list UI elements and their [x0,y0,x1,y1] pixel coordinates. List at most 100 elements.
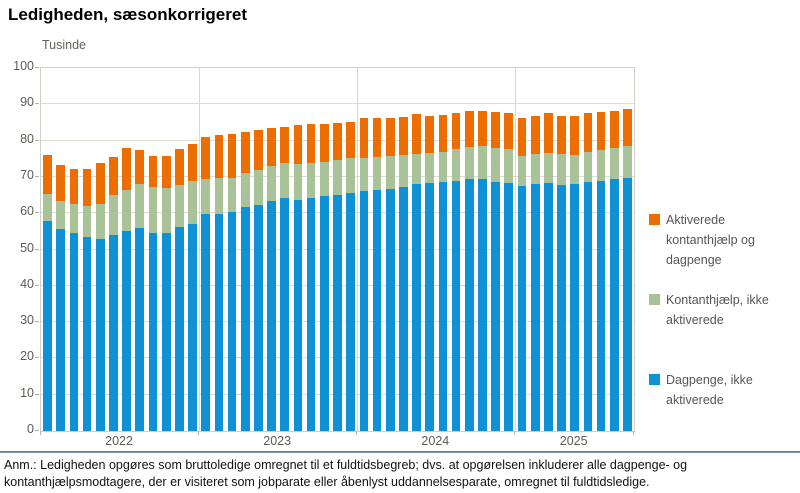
bar-21-seg-2 [319,123,329,162]
bar-36-seg-1 [517,155,527,186]
bar-20-seg-1 [306,162,316,198]
bar-26-seg-2 [385,117,395,156]
bar-31-seg-2 [451,112,461,150]
bar-32-seg-1 [464,146,474,179]
y-tick-10 [35,393,39,395]
x-tick-3 [514,431,516,435]
y-tick-0 [35,430,39,431]
chart-legend: Aktiverede kontanthjælp og dagpenge Kont… [649,0,799,430]
bar-35-seg-1 [504,148,514,184]
bar-25-seg-1 [372,156,382,191]
bar-21-seg-0 [319,196,329,431]
bar-9-seg-2 [161,155,171,189]
x-tick-label-2022: 2022 [105,434,133,448]
year-divider-2024 [357,68,359,431]
bar-28-seg-0 [412,184,421,431]
y-tick-30 [35,321,39,323]
bar-14-seg-0 [227,211,237,431]
bar-23-seg-0 [346,192,356,431]
bar-24-seg-2 [359,117,369,158]
y-tick-label-0: 0 [27,422,34,436]
bar-44-seg-0 [623,177,632,431]
bar-42-seg-1 [596,150,606,181]
bar-42-seg-0 [596,180,606,431]
bar-37-seg-1 [530,154,540,185]
bar-7-seg-0 [135,228,145,431]
y-tick-label-90: 90 [20,95,34,110]
bar-44-seg-2 [623,109,632,147]
legend-swatch-dagpenge [649,374,660,385]
bar-30-seg-1 [438,151,448,182]
y-axis-unit-label: Tusinde [42,38,87,52]
bar-5-seg-2 [109,156,118,196]
bar-37-seg-2 [530,115,540,155]
bar-6-seg-1 [122,190,131,231]
bar-3-seg-1 [82,205,92,237]
bar-43-seg-1 [609,147,619,180]
legend-label: Kontanthjælp, ikke aktiverede [666,293,769,327]
bar-11-seg-0 [188,223,197,431]
bar-4-seg-0 [95,239,105,431]
bar-34-seg-1 [491,147,500,182]
bar-25-seg-2 [372,118,382,157]
year-divider-2023 [199,68,201,431]
bar-14-seg-1 [227,177,237,212]
bar-10-seg-1 [175,185,184,227]
bar-4-seg-1 [95,204,105,240]
bar-31-seg-1 [451,149,461,181]
bar-16-seg-2 [254,130,263,171]
x-tick-1 [198,431,200,435]
bar-20-seg-0 [306,197,316,431]
y-tick-100 [35,67,39,68]
bar-39-seg-0 [557,185,566,431]
bar-11-seg-1 [188,180,197,224]
y-tick-40 [35,284,39,286]
bar-43-seg-0 [609,179,619,431]
bar-29-seg-1 [425,153,435,184]
y-tick-90 [35,103,39,105]
bar-19-seg-2 [293,125,303,165]
bar-35-seg-2 [504,113,514,149]
bar-40-seg-2 [570,115,580,156]
bar-34-seg-2 [491,111,500,148]
bar-29-seg-0 [425,183,435,431]
y-tick-label-30: 30 [20,313,34,328]
bar-19-seg-1 [293,164,303,201]
x-tick-4 [633,431,634,435]
bar-39-seg-1 [557,154,566,186]
legend-item-kontanthjaelp: Kontanthjælp, ikke aktiverede [649,290,794,330]
bar-5-seg-0 [109,234,118,431]
bar-22-seg-1 [333,160,342,196]
bar-23-seg-1 [346,158,356,193]
bar-43-seg-2 [609,110,619,148]
bar-7-seg-2 [135,150,145,185]
y-tick-label-50: 50 [20,240,34,255]
legend-label: Dagpenge, ikke aktiverede [666,373,753,407]
bar-32-seg-0 [464,178,474,431]
y-tick-60 [35,212,39,214]
y-tick-label-70: 70 [20,167,34,182]
y-tick-50 [35,248,39,250]
bar-15-seg-1 [240,172,250,208]
bar-18-seg-2 [280,127,290,164]
bar-27-seg-0 [399,186,408,431]
gridline-y-90 [41,103,634,105]
bar-18-seg-0 [280,198,290,431]
bar-1-seg-2 [56,164,66,201]
bar-2-seg-2 [69,169,79,205]
bar-36-seg-2 [517,117,527,156]
y-tick-label-20: 20 [20,349,34,364]
bar-8-seg-2 [148,155,158,188]
page-title: Ledigheden, sæsonkorrigeret [8,5,247,24]
bar-24-seg-1 [359,157,369,192]
bar-15-seg-2 [240,131,250,173]
bar-21-seg-1 [319,161,329,197]
bar-16-seg-0 [254,204,263,431]
bar-35-seg-0 [504,183,514,431]
bar-34-seg-0 [491,181,500,431]
y-tick-80 [35,139,39,141]
x-tick-label-2024: 2024 [421,434,450,448]
bar-26-seg-0 [385,188,395,431]
bar-42-seg-2 [596,111,606,151]
bar-15-seg-0 [240,207,250,431]
